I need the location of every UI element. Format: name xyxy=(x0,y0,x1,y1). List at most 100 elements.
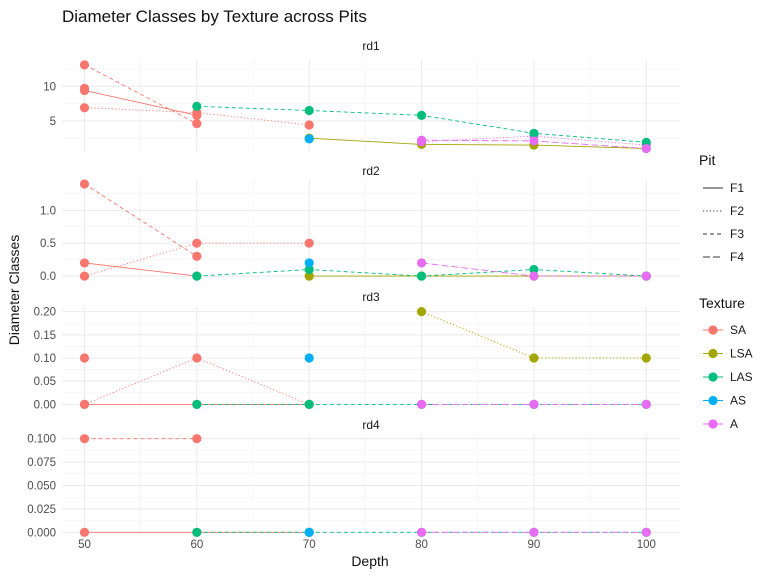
y-tick-label: 1.0 xyxy=(40,205,56,217)
y-tick-label: 10 xyxy=(43,81,56,93)
texture-legend-label: LAS xyxy=(730,370,753,384)
data-point-AS xyxy=(304,258,314,268)
y-tick-label: 0.050 xyxy=(27,481,56,493)
series-line-F3-SA xyxy=(84,183,198,257)
series-line-F1-SA xyxy=(84,89,197,116)
data-point-SA xyxy=(79,271,90,281)
data-point-LAS xyxy=(304,105,314,116)
pit-legend-label: F4 xyxy=(730,250,744,264)
data-point-AS xyxy=(304,527,314,537)
y-tick-label: 0.10 xyxy=(34,353,56,365)
y-tick-label: 0.100 xyxy=(27,434,56,446)
texture-legend-label: AS xyxy=(730,394,746,408)
pit-legend-title: Pit xyxy=(699,152,715,168)
x-tick-label: 80 xyxy=(415,539,428,551)
data-point-A xyxy=(416,399,427,409)
data-point-AS xyxy=(304,134,314,144)
data-point-SA xyxy=(192,238,202,248)
texture-legend-swatch-AS xyxy=(708,395,718,406)
data-point-SA xyxy=(79,527,90,537)
y-tick-label: 0.20 xyxy=(34,307,56,319)
panel-strip-label: rd2 xyxy=(362,164,380,178)
y-axis-title: Diameter Classes xyxy=(6,235,22,345)
data-point-A xyxy=(641,143,651,154)
data-point-A xyxy=(529,136,539,146)
texture-legend-swatch-LSA xyxy=(708,348,718,359)
y-tick-label: 5 xyxy=(50,116,56,128)
y-tick-label: 0.025 xyxy=(27,504,56,516)
x-tick-label: 50 xyxy=(78,539,91,551)
data-point-LAS xyxy=(529,264,539,275)
data-point-LAS xyxy=(192,101,202,111)
y-tick-label: 0.000 xyxy=(27,527,56,539)
data-point-LAS xyxy=(192,399,202,409)
panel-rd1: rd1 5 10 xyxy=(43,39,680,154)
data-point-LAS xyxy=(529,128,539,138)
series-line-F1-LSA xyxy=(309,137,647,149)
data-point-LSA xyxy=(416,307,427,317)
chart-title: Diameter Classes by Texture across Pits xyxy=(62,7,367,26)
panel-strip-label: rd1 xyxy=(362,39,380,53)
texture-legend-swatch-SA xyxy=(708,325,718,335)
x-tick-label: 70 xyxy=(303,539,316,551)
texture-legend: Texture SA LSA LAS AS A xyxy=(699,295,753,431)
data-point-SA xyxy=(192,434,202,444)
panel-strip-label: rd4 xyxy=(362,418,380,432)
texture-legend-swatch-A xyxy=(708,419,718,429)
data-point-SA xyxy=(192,353,202,363)
y-tick-label: 0.5 xyxy=(40,238,56,250)
x-axis-title: Depth xyxy=(351,553,388,569)
panel-rd3: rd3 0.00 0.05 0.10 0.15 0.20 xyxy=(34,290,680,411)
y-tick-label: 0.075 xyxy=(27,457,56,469)
y-tick-label: 0.0 xyxy=(40,271,56,283)
data-point-SA xyxy=(79,434,90,444)
data-point-SA xyxy=(304,120,314,130)
data-point-SA xyxy=(79,83,90,93)
data-point-A xyxy=(416,135,427,145)
texture-legend-title: Texture xyxy=(699,295,745,311)
y-tick-label: 0.00 xyxy=(34,399,56,411)
data-point-A xyxy=(641,527,651,537)
data-point-A xyxy=(529,527,539,537)
panel-strip-label: rd3 xyxy=(362,290,380,304)
data-point-SA xyxy=(192,251,202,261)
x-axis: 50 60 70 80 90 100 xyxy=(78,539,656,551)
data-point-SA xyxy=(79,258,90,268)
data-point-SA xyxy=(79,179,90,189)
data-point-LSA xyxy=(529,353,539,363)
pit-legend: Pit F1 F2 F3 F4 xyxy=(699,152,744,264)
data-point-LAS xyxy=(192,271,202,281)
pit-legend-label: F3 xyxy=(730,227,744,241)
y-tick-label: 0.15 xyxy=(34,330,56,342)
panel-rd2: rd2 0.0 0.5 1.0 xyxy=(40,164,680,283)
data-point-A xyxy=(529,399,539,409)
texture-legend-label: LSA xyxy=(730,347,753,361)
data-point-LAS xyxy=(192,527,202,537)
data-point-A xyxy=(416,527,427,537)
pit-legend-label: F2 xyxy=(730,204,744,218)
pit-legend-label: F1 xyxy=(730,181,744,195)
y-tick-label: 0.05 xyxy=(34,376,56,388)
panel-rd4: rd4 0.000 0.025 0.050 0.075 0.100 xyxy=(27,418,680,539)
x-tick-label: 90 xyxy=(528,539,541,551)
texture-legend-label: SA xyxy=(730,323,746,337)
x-tick-label: 100 xyxy=(637,539,656,551)
texture-legend-swatch-LAS xyxy=(708,372,718,382)
data-point-A xyxy=(641,271,651,281)
data-point-LAS xyxy=(416,271,427,281)
chart-panels: rd1 5 10 rd2 0.0 0.5 1.0 rd3 0.00 0.05 0.10 0.15 0.2… xyxy=(27,39,680,539)
data-point-A xyxy=(529,271,539,281)
data-point-SA xyxy=(192,119,202,129)
data-point-LSA xyxy=(304,271,314,281)
data-point-SA xyxy=(79,399,90,409)
series-line-F3-SA xyxy=(84,64,198,124)
data-point-LAS xyxy=(304,264,314,275)
data-point-LSA xyxy=(641,353,651,363)
data-point-LAS xyxy=(416,110,427,120)
data-point-SA xyxy=(79,103,90,113)
x-tick-label: 60 xyxy=(190,539,203,551)
data-point-SA xyxy=(79,353,90,363)
data-point-SA xyxy=(304,238,314,248)
data-point-SA xyxy=(79,60,90,70)
